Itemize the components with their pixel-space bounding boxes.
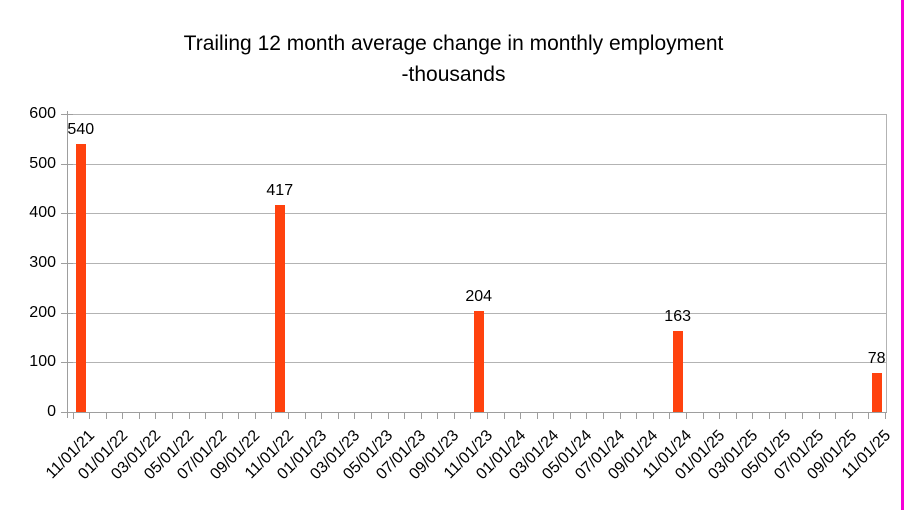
chart-title: Trailing 12 month average change in mont… (0, 28, 907, 90)
x-tick (520, 412, 522, 419)
bar (274, 204, 285, 412)
x-tick (321, 412, 323, 419)
x-tick (354, 412, 356, 419)
y-tick-label: 400 (29, 204, 56, 222)
x-tick (536, 412, 538, 419)
y-tick (61, 114, 73, 115)
y-tick-label: 600 (29, 105, 56, 122)
x-tick (719, 412, 721, 419)
y-tick (61, 263, 73, 264)
x-tick (238, 412, 240, 419)
x-tick (171, 412, 173, 419)
x-tick (851, 412, 853, 419)
x-tick (337, 412, 339, 419)
x-tick (835, 412, 837, 419)
plot-border-right (886, 114, 887, 412)
y-tick (61, 412, 73, 413)
y-tick (61, 163, 73, 165)
x-tick (868, 412, 870, 419)
y-tick-label: 500 (29, 154, 56, 172)
x-tick (387, 412, 389, 419)
x-tick (122, 412, 124, 419)
y-tick-label: 200 (29, 303, 56, 321)
bar-value-label: 163 (664, 308, 691, 326)
x-tick (404, 412, 406, 419)
gridline (67, 263, 886, 264)
x-tick (802, 412, 804, 419)
x-tick (503, 412, 505, 419)
x-tick (470, 412, 472, 419)
magenta-border-line (901, 0, 904, 510)
x-tick (254, 412, 256, 419)
x-tick (138, 412, 140, 419)
x-tick (553, 412, 555, 419)
y-tick-label: 100 (29, 353, 56, 371)
x-tick (785, 412, 787, 419)
x-tick (453, 412, 455, 419)
bar (75, 143, 86, 412)
x-tick (884, 412, 886, 419)
x-tick (768, 412, 770, 419)
x-tick (437, 412, 439, 419)
x-tick (72, 412, 74, 419)
x-tick (652, 412, 654, 419)
x-tick (603, 412, 605, 419)
y-tick-label: 0 (47, 403, 56, 420)
bar-value-label: 204 (465, 287, 493, 305)
y-axis-line (67, 111, 68, 418)
x-tick (569, 412, 571, 419)
bar-value-label: 417 (266, 181, 294, 199)
x-tick (155, 412, 157, 419)
gridline (67, 213, 886, 215)
x-tick (420, 412, 422, 419)
y-tick-label: 300 (29, 254, 56, 271)
bar (871, 373, 882, 412)
x-tick (685, 412, 687, 419)
chart-title-line2: -thousands (401, 63, 506, 86)
y-tick (61, 362, 73, 364)
gridline (67, 163, 886, 165)
y-tick (61, 213, 73, 215)
y-tick (61, 312, 73, 314)
bar (473, 310, 484, 412)
x-tick (188, 412, 190, 419)
gridline (67, 114, 886, 115)
x-tick (271, 412, 273, 419)
x-tick (636, 412, 638, 419)
x-tick (205, 412, 207, 419)
x-tick (105, 412, 107, 419)
x-tick (735, 412, 737, 419)
x-tick (752, 412, 754, 419)
chart-title-line1: Trailing 12 month average change in mont… (183, 32, 724, 55)
x-tick (619, 412, 621, 419)
x-tick (586, 412, 588, 419)
x-tick (702, 412, 704, 419)
x-axis-line (61, 412, 887, 413)
bar-value-label: 78 (867, 350, 886, 368)
x-tick (818, 412, 820, 419)
x-tick (221, 412, 223, 419)
x-tick (89, 412, 91, 419)
x-tick (288, 412, 290, 419)
x-tick (370, 412, 372, 419)
x-tick (669, 412, 671, 419)
x-tick (304, 412, 306, 419)
bar (672, 331, 683, 412)
bar-value-label: 540 (67, 120, 95, 138)
x-tick (487, 412, 488, 419)
